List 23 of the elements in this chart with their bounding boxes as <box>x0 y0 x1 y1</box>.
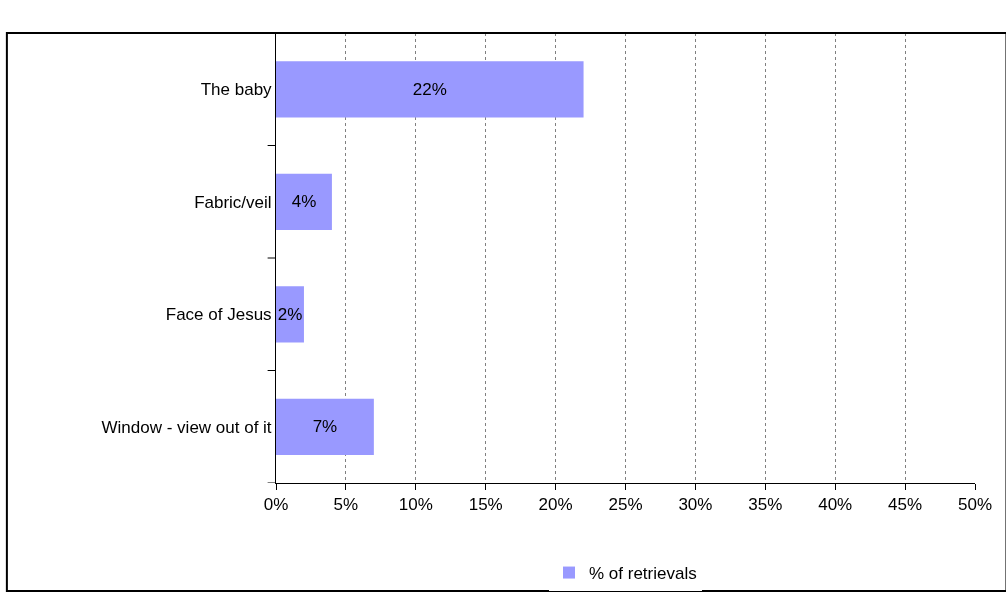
x-tick-label: 20% <box>538 495 573 515</box>
x-tick-label: 0% <box>263 495 289 515</box>
legend-label: % of retrievals <box>589 564 697 584</box>
x-tick-label: 10% <box>398 495 433 515</box>
data-label: 7% <box>312 417 338 437</box>
data-label: 4% <box>291 192 317 212</box>
bar <box>276 173 332 230</box>
data-label: 22% <box>412 79 447 99</box>
y-tick-label: Face of Jesus <box>165 305 272 325</box>
x-tick-label: 40% <box>818 495 853 515</box>
x-tick-label: 45% <box>888 495 923 515</box>
x-tick-label: 35% <box>748 495 783 515</box>
x-tick-label: 15% <box>468 495 503 515</box>
y-tick-label: Fabric/veil <box>194 192 272 212</box>
bar <box>276 398 374 455</box>
y-tick-label: Window - view out of it <box>101 417 272 437</box>
y-tick-label: The baby <box>200 80 273 100</box>
data-label: 2% <box>277 304 303 324</box>
x-tick-label: 50% <box>957 495 993 515</box>
bar <box>276 61 584 118</box>
x-tick-label: 5% <box>333 495 359 515</box>
x-tick-label: 25% <box>608 495 643 515</box>
x-tick-label: 30% <box>678 495 713 515</box>
